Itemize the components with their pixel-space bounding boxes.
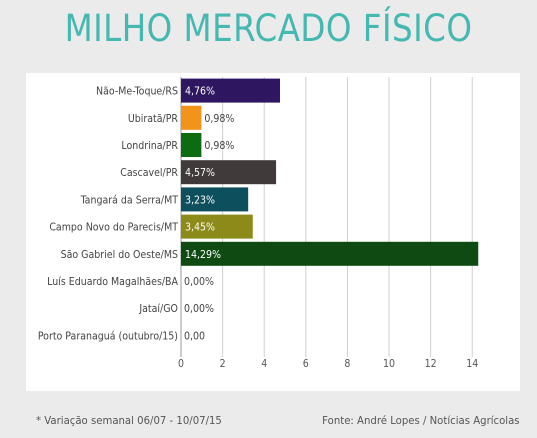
data-label: 4,76%: [185, 86, 215, 98]
category-label: Luís Eduardo Magalhães/BA: [47, 276, 178, 288]
x-tick-label: 14: [466, 358, 478, 370]
source-credit: Fonte: André Lopes / Notícias Agrícolas: [322, 414, 520, 427]
x-tick-label: 10: [383, 358, 395, 370]
data-label: 0,00: [184, 330, 205, 342]
data-label: 3,23%: [185, 194, 215, 206]
category-label: Cascavel/PR: [120, 167, 178, 179]
category-label: Não-Me-Toque/RS: [96, 86, 178, 98]
data-label: 0,00%: [184, 303, 214, 315]
chart-panel: 0 2 4 6 8 10 12 14 Não-Me-Toque/RS 4,76% Ubiratã/P…: [26, 73, 520, 391]
category-label: Londrina/PR: [121, 140, 178, 152]
bar: [181, 105, 202, 130]
bar-chart: 0 2 4 6 8 10 12 14 Não-Me-Toque/RS 4,76% Ubiratã/P…: [38, 77, 479, 370]
data-label: 0,98%: [204, 140, 234, 152]
category-label: Ubiratã/PR: [128, 113, 179, 125]
x-tick-label: 2: [220, 358, 226, 370]
category-label: Tangará da Serra/MT: [80, 194, 179, 206]
x-tick-label: 12: [425, 358, 437, 370]
bar: [181, 214, 253, 239]
bar: [181, 78, 281, 103]
category-label: Porto Paranaguá (outubro/15): [38, 330, 178, 342]
data-label: 0,00%: [184, 276, 214, 288]
x-tick-label: 8: [344, 358, 350, 370]
footnote: * Variação semanal 06/07 - 10/07/15: [36, 414, 222, 427]
data-label: 4,57%: [185, 167, 215, 179]
data-label: 3,45%: [185, 222, 215, 234]
bar: [181, 241, 479, 266]
bar: [181, 133, 202, 157]
category-label: Jataí/GO: [138, 303, 178, 315]
category-label: São Gabriel do Oeste/MS: [61, 249, 178, 261]
x-tick-label: 4: [261, 358, 267, 370]
data-label: 0,98%: [204, 113, 234, 125]
x-tick-label: 0: [178, 358, 184, 370]
bar: [181, 187, 249, 212]
chart-title: MILHO MERCADO FÍSICO: [64, 7, 473, 50]
x-tick-label: 6: [303, 358, 309, 370]
category-label: Campo Novo do Parecis/MT: [49, 222, 178, 234]
bar: [181, 160, 277, 185]
data-label: 14,29%: [185, 249, 221, 261]
